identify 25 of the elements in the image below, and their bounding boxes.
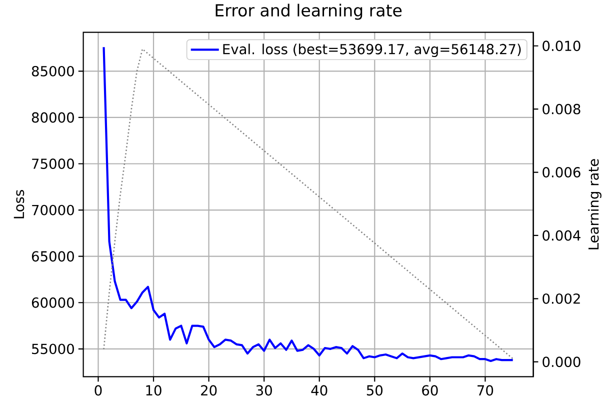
y-tick-label: 75000 xyxy=(32,158,74,169)
x-tick-label: 30 xyxy=(256,385,272,396)
legend-label: Eval. loss (best=53699.17, avg=56148.27) xyxy=(223,44,521,58)
x-tick-label: 10 xyxy=(146,385,162,396)
chart-title: Error and learning rate xyxy=(216,4,402,20)
y-axis-title: Loss xyxy=(14,190,24,218)
y-tick-label: 60000 xyxy=(32,297,74,308)
y-tick-label: 80000 xyxy=(32,112,74,123)
x-tick-label: 40 xyxy=(311,385,328,396)
y2-tick-label: 0.008 xyxy=(542,104,580,114)
y2-tick-label: 0.000 xyxy=(542,356,580,368)
y2-tick-label: 0.004 xyxy=(542,230,580,241)
y2-tick-label: 0.002 xyxy=(542,293,580,304)
y-tick-label: 85000 xyxy=(32,66,74,76)
y-tick-label: 65000 xyxy=(32,251,74,262)
y-tick-label: 70000 xyxy=(32,204,74,216)
x-tick-label: 70 xyxy=(478,385,494,396)
x-tick-label: 20 xyxy=(201,385,217,396)
y2-tick-label: 0.010 xyxy=(542,40,580,52)
y2-tick-label: 0.006 xyxy=(542,167,580,178)
y2-axis-title: Learning rate xyxy=(588,159,602,250)
x-tick-label: 0 xyxy=(94,385,102,396)
y-tick-label: 55000 xyxy=(32,344,74,354)
x-tick-label: 60 xyxy=(422,385,438,396)
x-tick-label: 50 xyxy=(366,385,383,396)
